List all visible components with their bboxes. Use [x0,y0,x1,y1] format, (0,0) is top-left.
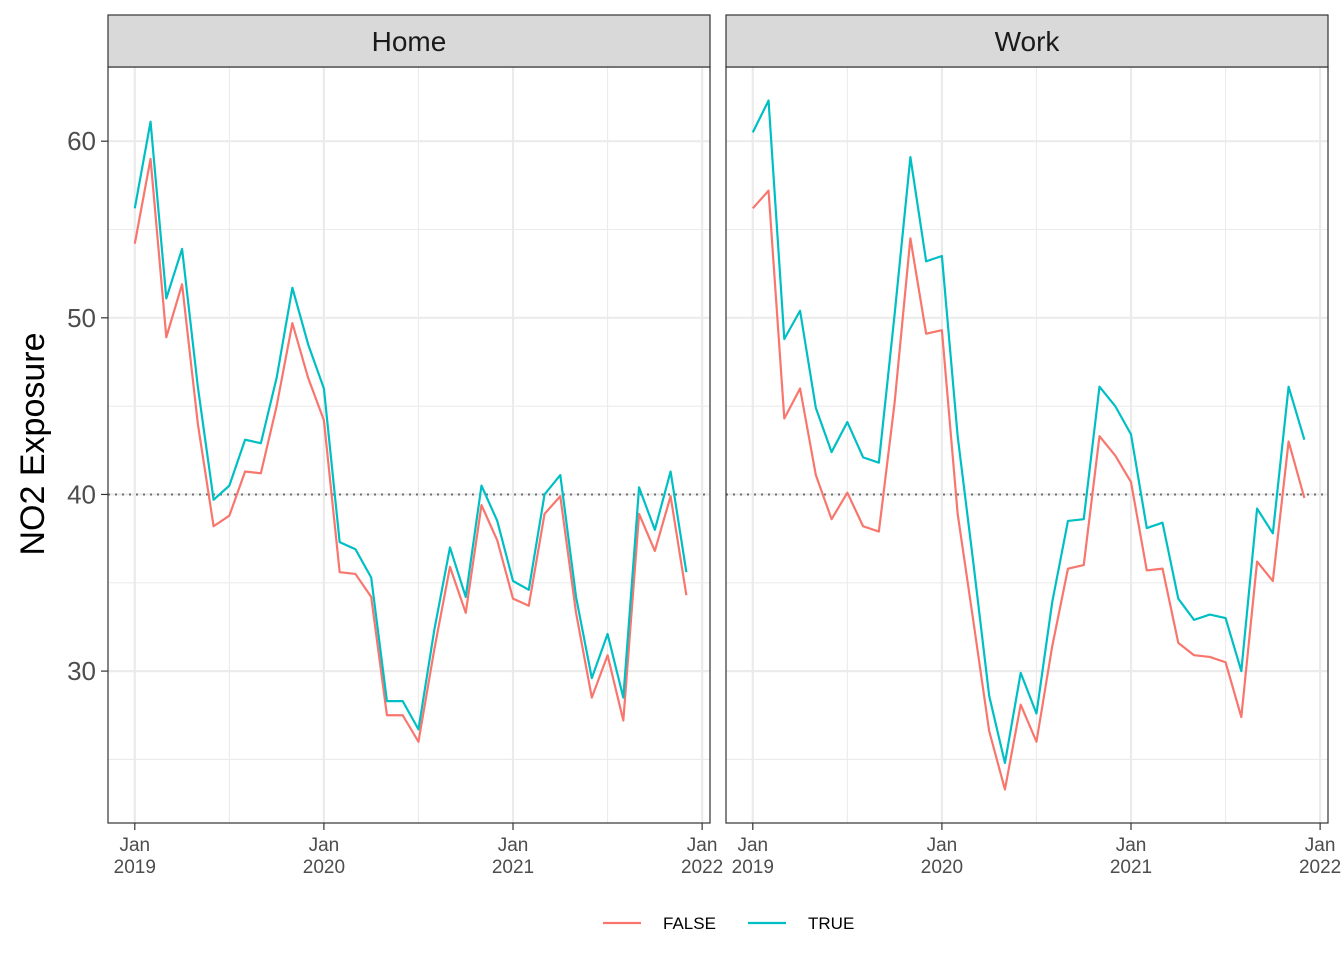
panel-background [108,67,710,823]
series-line-true [751,99,1306,765]
y-tick-label: 60 [67,126,96,156]
strip-background [725,14,1329,68]
y-tick-label: 50 [67,303,96,333]
panel-background [726,67,1328,823]
panel-home: Home Jan 2019 Jan 2020 Jan 2021 Jan 2022 30 40 50 60 [67,14,723,878]
x-tick-label: Jan 2020 [921,835,963,878]
x-tick-label: Jan 2019 [114,835,156,878]
panel-work: Work Jan 2019 Jan 2020 Jan 2021 Jan 2022 [725,14,1341,878]
y-tick-label: 40 [67,479,96,509]
strip-label: Home [372,26,447,57]
strip-background [107,14,711,68]
x-tick-label: Jan 2022 [681,835,723,878]
legend-label-false: FALSE [663,914,716,933]
strip-label: Work [995,26,1061,57]
chart-panels: Home Jan 2019 Jan 2020 Jan 2021 Jan 2022 30 40 50 60… [67,14,1341,878]
x-tick-label: Jan 2019 [732,835,774,878]
x-tick-label: Jan 2021 [1110,835,1152,878]
x-tick-label: Jan 2021 [492,835,534,878]
series-line-true [133,120,688,731]
y-tick-label: 30 [67,656,96,686]
series-line-false [133,157,688,743]
legend-label-true: TRUE [808,914,854,933]
series-line-false [751,189,1306,791]
x-tick-label: Jan 2020 [303,835,345,878]
x-tick-label: Jan 2022 [1299,835,1341,878]
y-axis-label: NO2 Exposure [14,333,52,556]
legend: FALSE TRUE [603,914,854,933]
